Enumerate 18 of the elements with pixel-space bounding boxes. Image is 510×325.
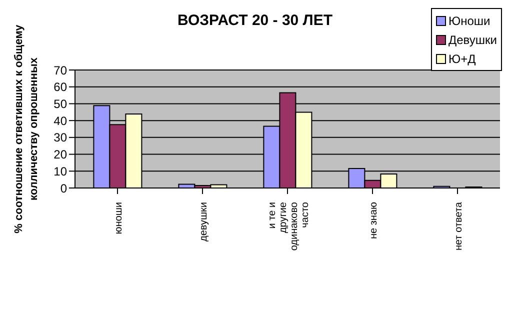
- y-tick-label: 30: [54, 130, 68, 145]
- x-tick-label: девушки: [198, 202, 210, 242]
- y-tick-label: 20: [54, 148, 68, 162]
- legend-label: Девушки: [448, 32, 497, 46]
- y-tick-label: 60: [54, 80, 68, 94]
- x-tick-label: юноши: [114, 202, 124, 234]
- x-tick-label: не знаю: [368, 202, 380, 240]
- legend-label: Юноши: [448, 14, 490, 28]
- legend-label: Ю+Д: [448, 52, 476, 66]
- chart-title: ВОЗРАСТ 20 - 30 ЛЕТ: [176, 12, 334, 29]
- y-tick-label: 40: [54, 114, 68, 128]
- x-tick-label: и те и другие одинаково часто: [267, 202, 311, 251]
- x-tick-label: нет ответа: [454, 202, 464, 250]
- y-axis-title: % соотношение ответивших к общему колличеству опрошенных: [13, 24, 40, 234]
- y-tick-label: 50: [54, 96, 68, 111]
- y-tick-label: 70: [54, 63, 68, 78]
- y-tick-label: 0: [60, 181, 68, 196]
- y-tick-label: 10: [54, 164, 68, 178]
